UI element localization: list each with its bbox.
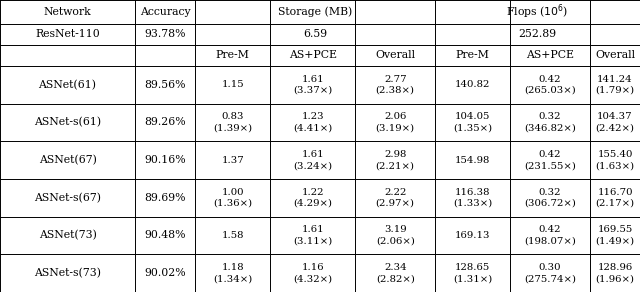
Text: ASNet-s(73): ASNet-s(73) — [34, 268, 101, 278]
Text: 1.23
(4.41×): 1.23 (4.41×) — [293, 112, 332, 133]
Text: Flops ($10^6$): Flops ($10^6$) — [506, 3, 569, 21]
Text: ASNet-s(67): ASNet-s(67) — [34, 193, 101, 203]
Text: 90.02%: 90.02% — [144, 268, 186, 278]
Text: 252.89: 252.89 — [518, 29, 557, 39]
Text: Pre-M: Pre-M — [216, 51, 250, 60]
Text: Overall: Overall — [595, 51, 635, 60]
Text: 89.26%: 89.26% — [144, 117, 186, 128]
Text: Overall: Overall — [375, 51, 415, 60]
Text: 2.34
(2.82×): 2.34 (2.82×) — [376, 263, 415, 283]
Text: Network: Network — [44, 7, 92, 17]
Text: 90.16%: 90.16% — [144, 155, 186, 165]
Text: 0.32
(346.82×): 0.32 (346.82×) — [524, 112, 576, 133]
Text: 0.42
(198.07×): 0.42 (198.07×) — [524, 225, 576, 246]
Text: 1.22
(4.29×): 1.22 (4.29×) — [293, 188, 332, 208]
Text: 3.19
(2.06×): 3.19 (2.06×) — [376, 225, 415, 246]
Text: AS+PCE: AS+PCE — [526, 51, 574, 60]
Text: 128.65
(1.31×): 128.65 (1.31×) — [453, 263, 492, 283]
Text: 1.61
(3.37×): 1.61 (3.37×) — [293, 75, 332, 95]
Text: AS+PCE: AS+PCE — [289, 51, 337, 60]
Text: 93.78%: 93.78% — [145, 29, 186, 39]
Text: 90.48%: 90.48% — [145, 230, 186, 241]
Text: 89.69%: 89.69% — [145, 193, 186, 203]
Text: ASNet(67): ASNet(67) — [38, 155, 97, 165]
Text: 6.59: 6.59 — [303, 29, 327, 39]
Text: 2.06
(3.19×): 2.06 (3.19×) — [376, 112, 415, 133]
Text: 2.98
(2.21×): 2.98 (2.21×) — [376, 150, 415, 170]
Text: 141.24
(1.79×): 141.24 (1.79×) — [595, 75, 635, 95]
Text: 1.00
(1.36×): 1.00 (1.36×) — [213, 188, 252, 208]
Text: 2.77
(2.38×): 2.77 (2.38×) — [376, 75, 415, 95]
Text: 0.30
(275.74×): 0.30 (275.74×) — [524, 263, 576, 283]
Text: 128.96
(1.96×): 128.96 (1.96×) — [596, 263, 634, 283]
Text: ASNet(73): ASNet(73) — [38, 230, 97, 241]
Text: ASNet(61): ASNet(61) — [38, 80, 97, 90]
Text: 169.13: 169.13 — [455, 231, 490, 240]
Text: 140.82: 140.82 — [455, 80, 490, 89]
Text: 0.42
(265.03×): 0.42 (265.03×) — [524, 75, 576, 95]
Text: 0.83
(1.39×): 0.83 (1.39×) — [213, 112, 252, 133]
Text: Accuracy: Accuracy — [140, 7, 191, 17]
Text: 1.16
(4.32×): 1.16 (4.32×) — [293, 263, 332, 283]
Text: 169.55
(1.49×): 169.55 (1.49×) — [595, 225, 635, 246]
Text: 1.58: 1.58 — [221, 231, 244, 240]
Text: Pre-M: Pre-M — [456, 51, 490, 60]
Text: 89.56%: 89.56% — [145, 80, 186, 90]
Text: 1.15: 1.15 — [221, 80, 244, 89]
Text: 104.37
(2.42×): 104.37 (2.42×) — [596, 112, 634, 133]
Text: 116.70
(2.17×): 116.70 (2.17×) — [595, 188, 635, 208]
Text: 1.18
(1.34×): 1.18 (1.34×) — [213, 263, 252, 283]
Text: 104.05
(1.35×): 104.05 (1.35×) — [453, 112, 492, 133]
Text: 116.38
(1.33×): 116.38 (1.33×) — [453, 188, 492, 208]
Text: 0.42
(231.55×): 0.42 (231.55×) — [524, 150, 576, 170]
Text: Storage (MB): Storage (MB) — [278, 7, 353, 17]
Text: 155.40
(1.63×): 155.40 (1.63×) — [595, 150, 635, 170]
Text: 1.61
(3.24×): 1.61 (3.24×) — [293, 150, 332, 170]
Text: 2.22
(2.97×): 2.22 (2.97×) — [376, 188, 415, 208]
Text: ASNet-s(61): ASNet-s(61) — [34, 117, 101, 128]
Text: 1.61
(3.11×): 1.61 (3.11×) — [293, 225, 332, 246]
Text: ResNet-110: ResNet-110 — [35, 29, 100, 39]
Text: 0.32
(306.72×): 0.32 (306.72×) — [524, 188, 576, 208]
Text: 154.98: 154.98 — [455, 156, 490, 165]
Text: 1.37: 1.37 — [221, 156, 244, 165]
